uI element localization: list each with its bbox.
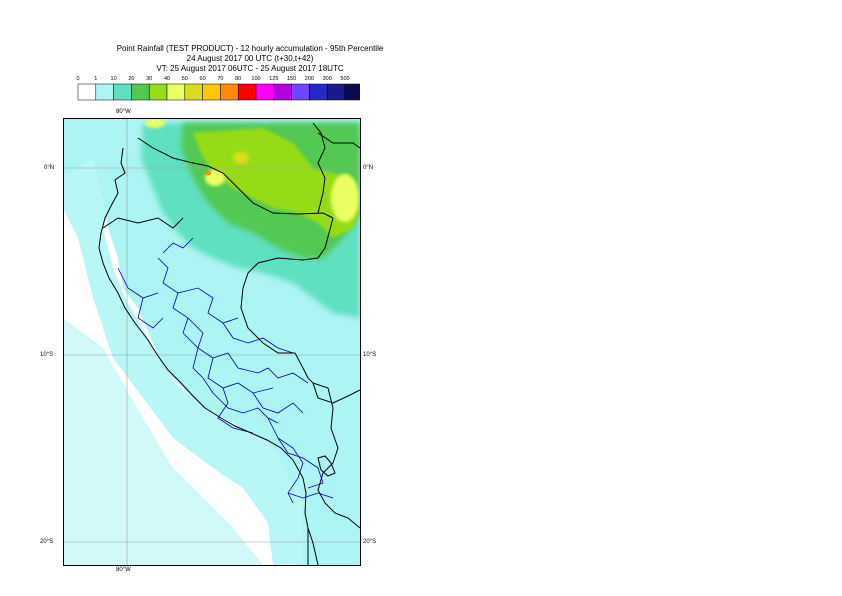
chart-title-line-3: VT: 25 August 2017 06UTC - 25 August 201… xyxy=(156,64,344,73)
rain-cell-yellow-top xyxy=(145,118,165,128)
legend-color-box xyxy=(166,83,186,101)
border-ecuador-peru xyxy=(102,217,184,229)
legend-tick-label: 80 xyxy=(235,76,241,82)
legend-color-box xyxy=(237,83,257,101)
legend-tick-label: 125 xyxy=(269,76,278,82)
map-frame xyxy=(63,118,361,566)
legend-tick-label: 30 xyxy=(146,76,152,82)
color-legend: 0 1 10 20 30 40 50 60 70 80 100 125 150 200 300 500 xyxy=(76,76,360,101)
legend-color-box xyxy=(309,83,328,101)
legend-color-box xyxy=(95,83,114,101)
rain-cell-yellow-east xyxy=(331,174,359,222)
legend-tick-label: 10 xyxy=(111,76,117,82)
legend-tick-label: 70 xyxy=(217,76,223,82)
border-brazil-bolivia xyxy=(294,352,360,404)
legend-tick-label: 300 xyxy=(323,76,332,82)
legend-color-box xyxy=(326,83,346,101)
rain-cell-orange xyxy=(205,170,211,176)
legend-color-box xyxy=(220,83,239,101)
coastline xyxy=(98,147,309,565)
admin-borders xyxy=(117,237,334,504)
legend-tick-label: 100 xyxy=(251,76,260,82)
lake-titicaca xyxy=(317,455,336,477)
legend-tick-label: 200 xyxy=(305,76,314,82)
legend-color-box xyxy=(273,83,292,101)
lat-label-left-10: 10°S xyxy=(40,352,54,358)
lat-label-right-20: 20°S xyxy=(363,539,377,545)
legend-tick-label: 20 xyxy=(128,76,134,82)
legend-color-box xyxy=(202,83,221,101)
border-peru-bolivia xyxy=(312,382,339,514)
legend-tick-label: 60 xyxy=(200,76,206,82)
lat-label-left-20: 20°S xyxy=(40,539,54,545)
lat-label-right-0: 0°N xyxy=(363,165,374,171)
rain-band-offshore xyxy=(63,318,263,565)
border-chile-bolivia xyxy=(307,527,319,565)
legend-color-box xyxy=(255,83,275,101)
border-colombia-brazil xyxy=(240,217,334,354)
legend-tick-label: 40 xyxy=(164,76,170,82)
rain-field-light-cyan-coast xyxy=(63,118,303,565)
border-bolivia-east xyxy=(334,512,360,529)
rainfall-map xyxy=(63,118,361,566)
legend-tick-label: 500 xyxy=(340,76,349,82)
legend-tick-label: 150 xyxy=(287,76,296,82)
chart-title-line-2: 24 August 2017 00 UTC (t+30,t+42) xyxy=(186,54,314,63)
legend-color-box xyxy=(113,83,132,101)
chart-title-line-1: Point Rainfall (TEST PRODUCT) - 12 hourl… xyxy=(116,44,384,53)
legend-color-box xyxy=(184,83,203,101)
country-borders xyxy=(98,122,360,565)
legend-tick-label: 1 xyxy=(94,76,97,82)
rain-cell-yellow-mid xyxy=(233,152,249,164)
border-colombia-east xyxy=(312,122,326,214)
legend-color-box xyxy=(344,83,360,101)
legend-tick-label: 50 xyxy=(182,76,188,82)
border-ecuador-colombia xyxy=(137,137,334,219)
lon-label-bottom: 80°W xyxy=(116,567,131,573)
legend-color-box xyxy=(291,83,310,101)
border-brazil-east xyxy=(317,132,360,149)
lon-label-top: 80°W xyxy=(116,109,131,115)
legend-color-box xyxy=(148,83,168,101)
lat-label-right-10: 10°S xyxy=(363,352,377,358)
lat-label-left-0: 0°N xyxy=(44,165,55,171)
legend-color-box xyxy=(131,83,150,101)
legend-tick-label: 0 xyxy=(76,76,79,82)
legend-color-box xyxy=(77,83,97,101)
